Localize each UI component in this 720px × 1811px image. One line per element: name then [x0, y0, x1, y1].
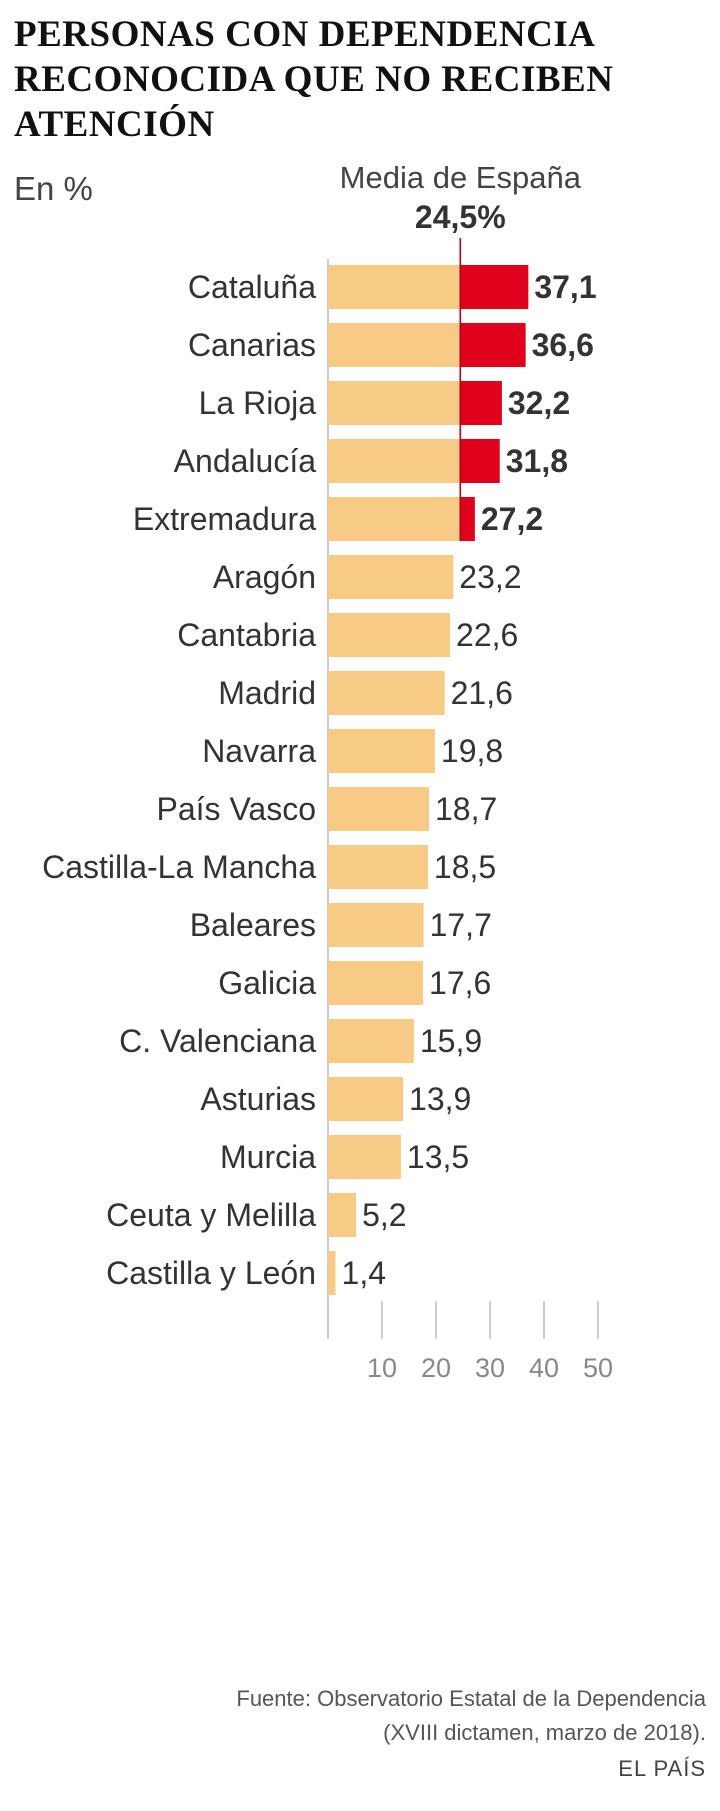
bar — [328, 323, 461, 367]
category-label: Navarra — [202, 733, 316, 769]
category-label: Galicia — [218, 965, 316, 1001]
value-label: 5,2 — [362, 1197, 406, 1233]
value-label: 36,6 — [532, 327, 594, 363]
value-label: 17,6 — [429, 965, 491, 1001]
tick-label: 20 — [421, 1353, 451, 1383]
title-line-2: RECONOCIDA QUE NO RECIBEN — [14, 59, 614, 100]
category-label: Aragón — [213, 559, 316, 595]
value-label: 18,5 — [434, 849, 496, 885]
category-label: Madrid — [218, 675, 316, 711]
bar — [328, 1019, 414, 1063]
bar — [328, 787, 429, 831]
category-label: País Vasco — [157, 791, 316, 827]
value-label: 15,9 — [420, 1023, 482, 1059]
value-label: 32,2 — [508, 385, 570, 421]
bar — [328, 729, 435, 773]
category-label: Extremadura — [133, 501, 316, 537]
value-label: 13,5 — [407, 1139, 469, 1175]
category-label: Castilla-La Mancha — [42, 849, 316, 885]
source-line-2: (XVIII dictamen, marzo de 2018). — [383, 1720, 706, 1745]
bar — [328, 1077, 404, 1121]
category-label: Andalucía — [174, 443, 317, 479]
bar — [328, 439, 461, 483]
title-line-3: ATENCIÓN — [14, 104, 215, 145]
title-line-1: PERSONAS CON DEPENDENCIA — [14, 14, 596, 55]
bar — [328, 1251, 336, 1295]
tick-label: 40 — [529, 1353, 559, 1383]
source-note: Fuente: Observatorio Estatal de la Depen… — [236, 1682, 706, 1750]
tick-label: 50 — [583, 1353, 613, 1383]
category-label: Cantabria — [177, 617, 316, 653]
reference-line-label: Media de España — [340, 160, 582, 195]
bar — [328, 613, 451, 657]
category-label: Ceuta y Melilla — [106, 1197, 316, 1233]
category-label: Cataluña — [188, 269, 316, 305]
bar — [328, 903, 424, 947]
tick-label: 10 — [367, 1353, 397, 1383]
value-label: 22,6 — [456, 617, 518, 653]
chart-title: PERSONAS CON DEPENDENCIA RECONOCIDA QUE … — [14, 12, 704, 147]
value-label: 21,6 — [451, 675, 513, 711]
reference-line-value: 24,5% — [415, 199, 506, 235]
bar — [328, 555, 454, 599]
tick-label: 30 — [475, 1353, 505, 1383]
category-label: C. Valenciana — [119, 1023, 316, 1059]
bar-excess — [460, 497, 475, 541]
bar — [328, 961, 424, 1005]
value-label: 18,7 — [435, 791, 497, 827]
category-label: Baleares — [190, 907, 316, 943]
value-label: 13,9 — [409, 1081, 471, 1117]
bar — [328, 1193, 357, 1237]
value-label: 23,2 — [459, 559, 521, 595]
bar-excess — [460, 381, 502, 425]
value-label: 31,8 — [506, 443, 568, 479]
source-line-1: Fuente: Observatorio Estatal de la Depen… — [236, 1686, 706, 1711]
bar-chart: Cataluña 37,1 Canarias 36,6 La Rioja 32,2 Anda… — [42, 160, 613, 1383]
bar — [328, 845, 428, 889]
value-label: 27,2 — [481, 501, 543, 537]
value-label: 1,4 — [342, 1255, 386, 1291]
bar — [328, 381, 461, 425]
value-label: 19,8 — [441, 733, 503, 769]
chart-subtitle: En % — [14, 170, 93, 207]
bar-excess — [460, 323, 526, 367]
bar — [328, 1135, 401, 1179]
bar-excess — [460, 265, 529, 309]
category-label: Castilla y León — [106, 1255, 316, 1291]
category-label: Canarias — [188, 327, 316, 363]
value-label: 17,7 — [430, 907, 492, 943]
bar — [328, 671, 445, 715]
bar — [328, 265, 461, 309]
category-label: Murcia — [220, 1139, 316, 1175]
category-label: Asturias — [200, 1081, 316, 1117]
bar-excess — [460, 439, 500, 483]
brand-label: EL PAÍS — [618, 1756, 706, 1781]
category-label: La Rioja — [199, 385, 317, 421]
bar — [328, 497, 461, 541]
value-label: 37,1 — [534, 269, 596, 305]
